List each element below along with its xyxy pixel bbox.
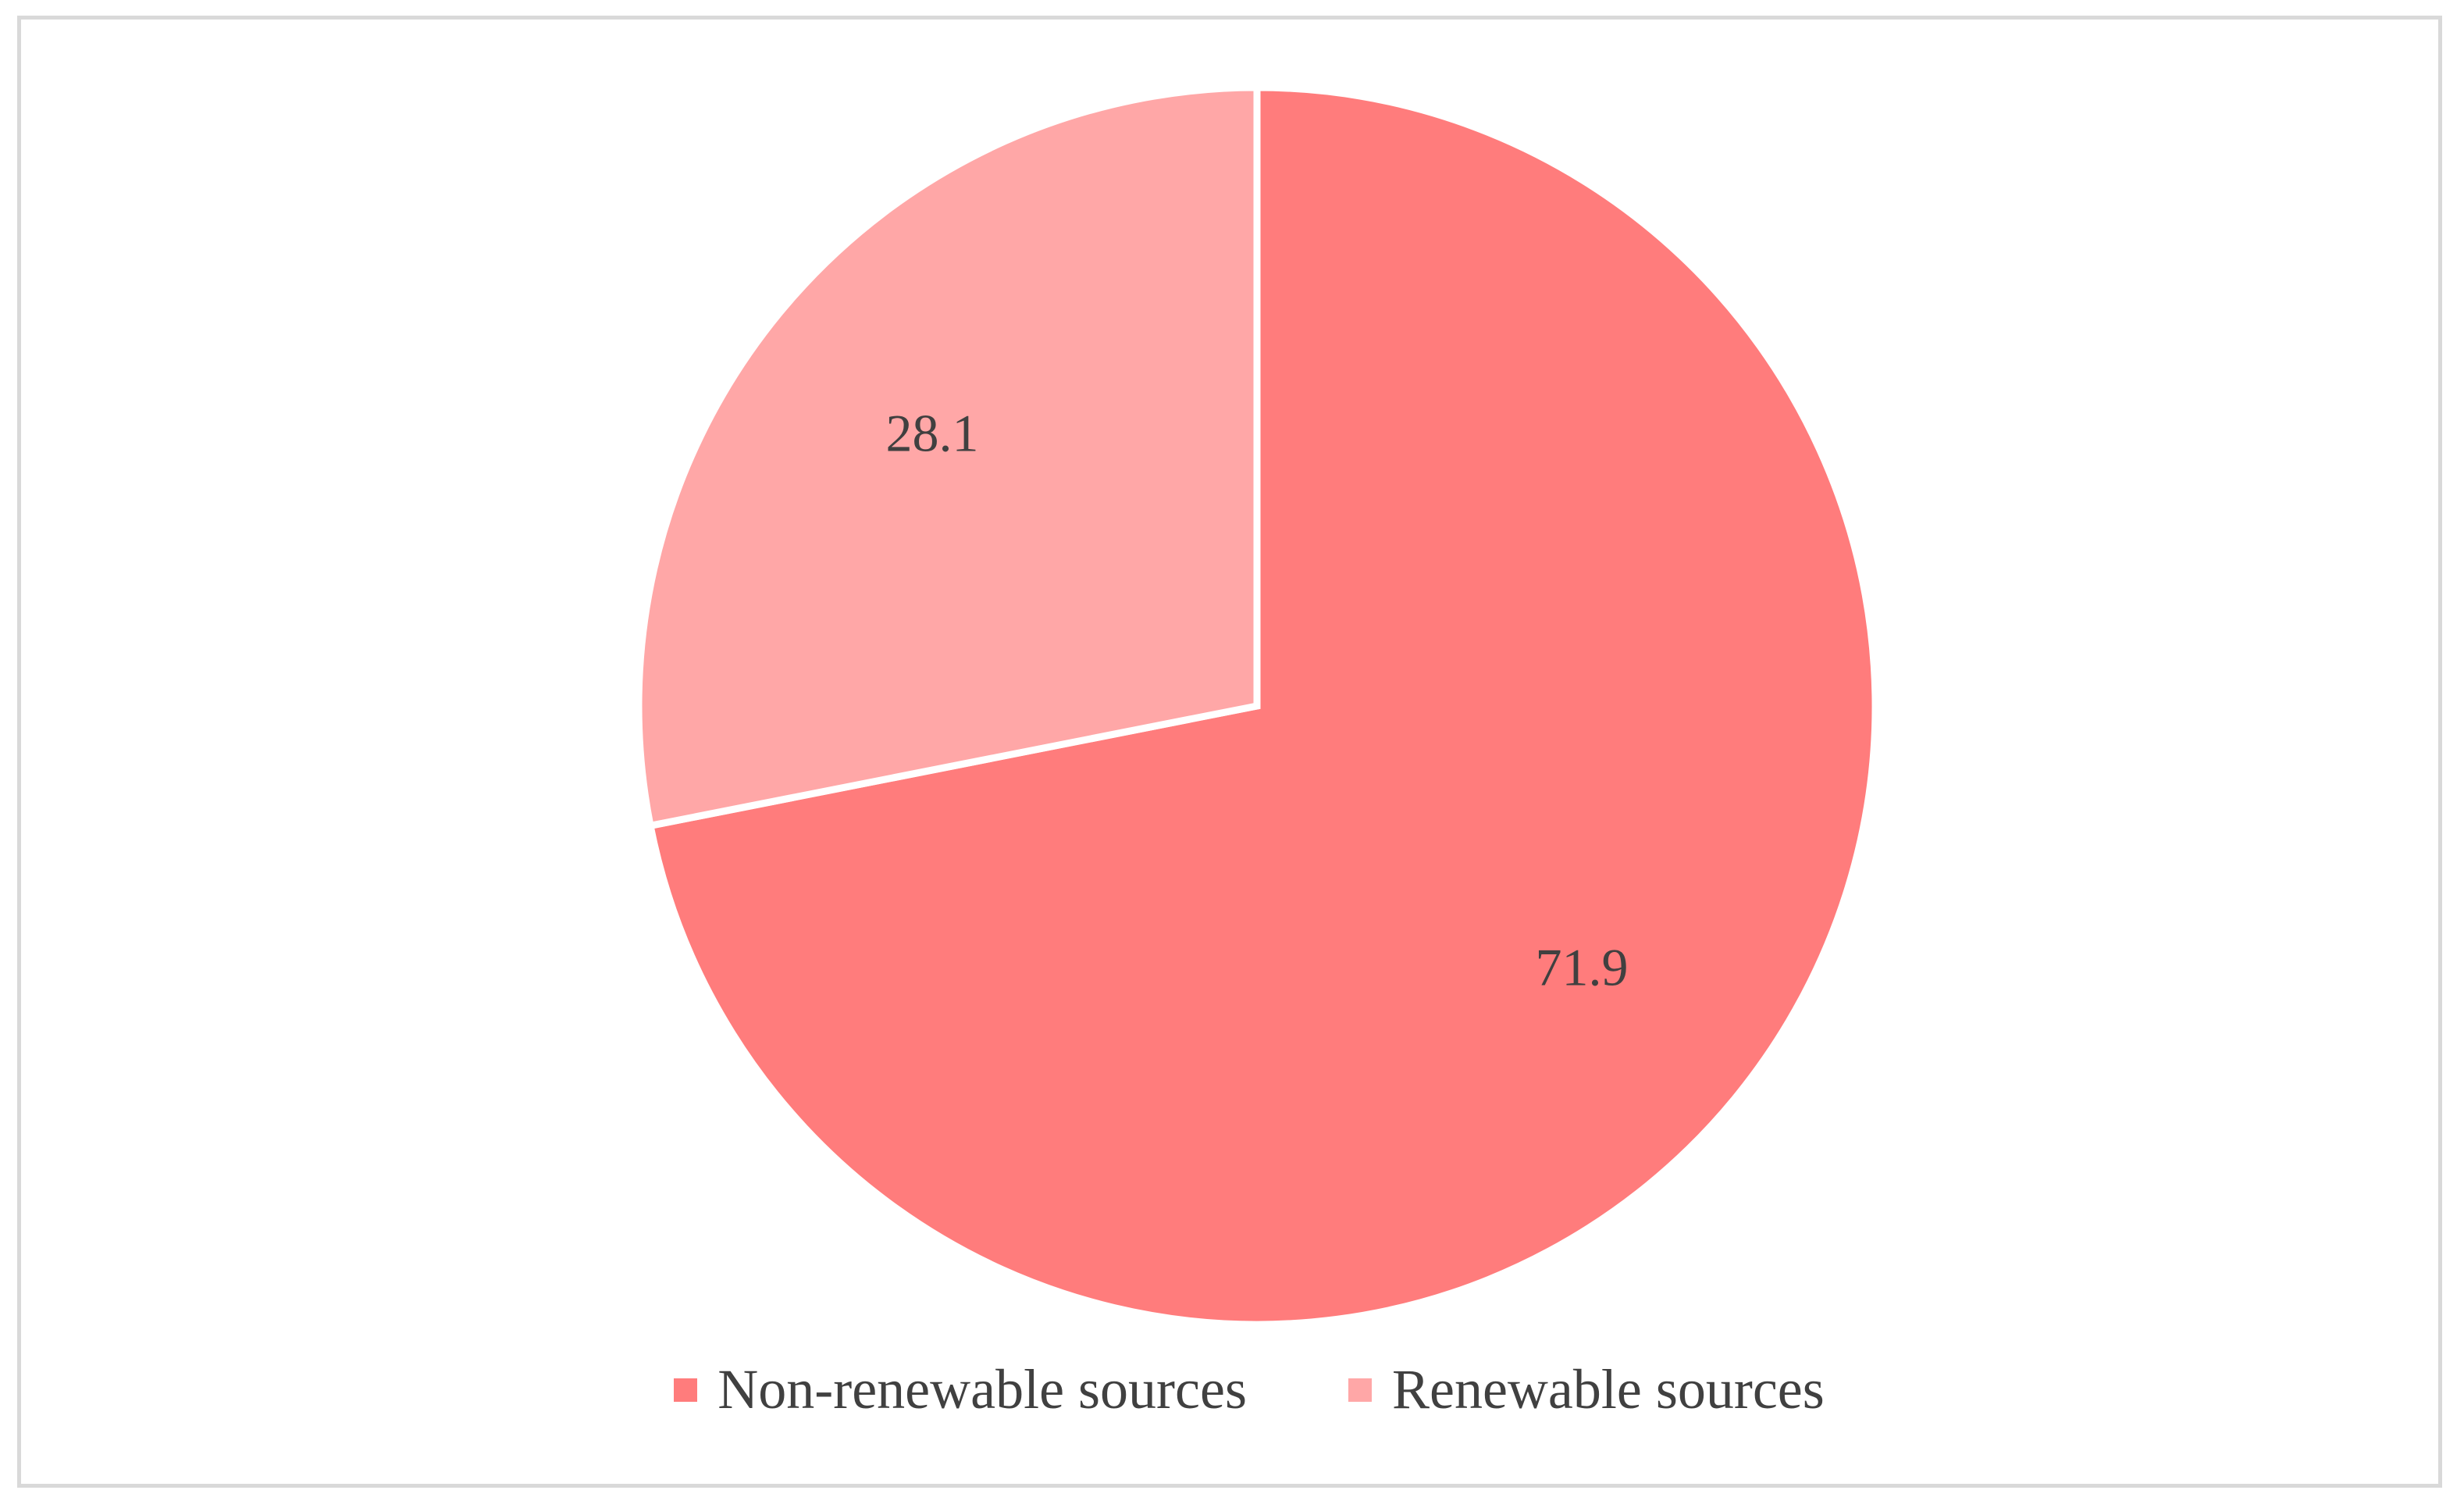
data-label-non-renewable: 71.9 (1536, 938, 1629, 997)
legend: Non-renewable sources Renewable sources (0, 1357, 2464, 1422)
data-label-renewable: 28.1 (885, 404, 978, 463)
legend-swatch-renewable (1348, 1378, 1372, 1402)
legend-swatch-non-renewable (674, 1378, 698, 1402)
pie-data-labels: 71.9 28.1 (885, 404, 1628, 997)
pie-slice-renewable[interactable] (635, 84, 1261, 830)
legend-label-renewable: Renewable sources (1391, 1358, 1825, 1421)
pie-slices (635, 84, 1879, 1328)
legend-item-renewable[interactable]: Renewable sources (1348, 1357, 1825, 1422)
legend-label-non-renewable: Non-renewable sources (717, 1358, 1247, 1421)
legend-item-non-renewable[interactable]: Non-renewable sources (674, 1357, 1247, 1422)
pie-slice-non-renewable[interactable] (646, 84, 1879, 1328)
